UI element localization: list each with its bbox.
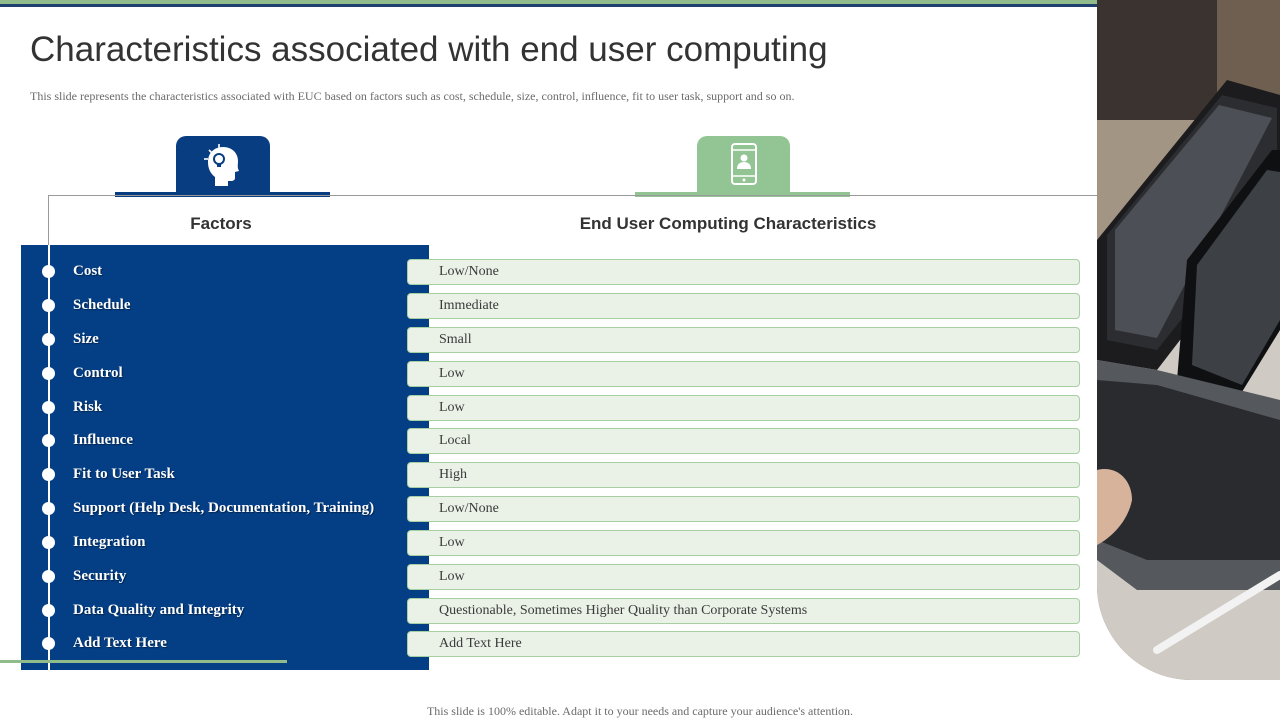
factor-label: Support (Help Desk, Documentation, Train… bbox=[73, 500, 375, 516]
characteristic-box: Small bbox=[407, 327, 1080, 353]
characteristic-text: Low bbox=[439, 400, 465, 415]
table-row: Integration Low bbox=[21, 530, 1081, 556]
table-row: Fit to User Task High bbox=[21, 462, 1081, 488]
mobile-user-icon bbox=[730, 143, 757, 185]
characteristic-text: Questionable, Sometimes Higher Quality t… bbox=[439, 603, 808, 618]
bullet-dot bbox=[42, 637, 55, 650]
characteristic-text: Local bbox=[439, 433, 471, 448]
table-row: Support (Help Desk, Documentation, Train… bbox=[21, 496, 1081, 522]
characteristic-box: Add Text Here bbox=[407, 631, 1080, 657]
characteristic-text: Add Text Here bbox=[439, 636, 522, 651]
characteristic-text: Low/None bbox=[439, 264, 499, 279]
laptop-photo bbox=[1097, 0, 1280, 680]
factor-label: Cost bbox=[73, 263, 103, 279]
characteristic-box: Immediate bbox=[407, 293, 1080, 319]
bullet-dot bbox=[42, 265, 55, 278]
page-title: Characteristics associated with end user… bbox=[30, 30, 828, 69]
factors-header: Factors bbox=[190, 214, 252, 233]
factor-label: Risk bbox=[73, 399, 103, 415]
factor-label: Add Text Here bbox=[73, 635, 167, 651]
factor-label: Integration bbox=[73, 534, 146, 550]
factors-tab-underline bbox=[115, 192, 330, 197]
characteristic-text: Low bbox=[439, 569, 465, 584]
header-divider-line bbox=[48, 195, 1097, 196]
characteristic-text: Low bbox=[439, 535, 465, 550]
factor-label: Schedule bbox=[73, 297, 131, 313]
characteristic-box: Low bbox=[407, 530, 1080, 556]
bullet-dot bbox=[42, 333, 55, 346]
factor-label: Fit to User Task bbox=[73, 466, 175, 482]
bullet-dot bbox=[42, 468, 55, 481]
characteristic-box: Questionable, Sometimes Higher Quality t… bbox=[407, 598, 1080, 624]
factor-label: Control bbox=[73, 365, 123, 381]
characteristic-text: High bbox=[439, 467, 467, 482]
bottom-accent-line bbox=[0, 660, 287, 663]
characteristic-text: Low bbox=[439, 366, 465, 381]
characteristics-tab bbox=[697, 136, 790, 192]
characteristic-box: Low bbox=[407, 395, 1080, 421]
timeline-line bbox=[48, 245, 50, 670]
bullet-dot bbox=[42, 570, 55, 583]
factor-label: Size bbox=[73, 331, 99, 347]
characteristic-box: Local bbox=[407, 428, 1080, 454]
bullet-dot bbox=[42, 536, 55, 549]
factor-label: Influence bbox=[73, 432, 133, 448]
characteristic-box: Low/None bbox=[407, 496, 1080, 522]
factor-label: Data Quality and Integrity bbox=[73, 602, 245, 618]
factors-tab bbox=[176, 136, 270, 192]
top-accent-bar-green bbox=[0, 0, 1097, 4]
top-accent-bar-navy bbox=[0, 4, 1097, 7]
bullet-dot bbox=[42, 367, 55, 380]
characteristic-text: Small bbox=[439, 332, 472, 347]
characteristic-box: Low/None bbox=[407, 259, 1080, 285]
bullet-dot bbox=[42, 502, 55, 515]
bullet-dot bbox=[42, 401, 55, 414]
table-row: Cost Low/None bbox=[21, 259, 1081, 285]
factors-panel bbox=[21, 245, 429, 670]
characteristic-box: Low bbox=[407, 361, 1080, 387]
characteristics-header: End User Computing Characteristics bbox=[579, 214, 877, 233]
table-row: Influence Local bbox=[21, 428, 1081, 454]
connector-line bbox=[48, 195, 49, 245]
characteristic-box: Low bbox=[407, 564, 1080, 590]
table-row: Data Quality and Integrity Questionable,… bbox=[21, 598, 1081, 624]
table-row: Size Small bbox=[21, 327, 1081, 353]
characteristic-box: High bbox=[407, 462, 1080, 488]
table-row: Schedule Immediate bbox=[21, 293, 1081, 319]
characteristic-text: Low/None bbox=[439, 501, 499, 516]
bullet-dot bbox=[42, 434, 55, 447]
factor-label: Security bbox=[73, 568, 127, 584]
table-row: Add Text Here Add Text Here bbox=[21, 631, 1081, 657]
table-row: Risk Low bbox=[21, 395, 1081, 421]
table-row: Security Low bbox=[21, 564, 1081, 590]
table-row: Control Low bbox=[21, 361, 1081, 387]
page-subtitle: This slide represents the characteristic… bbox=[30, 89, 795, 103]
bullet-dot bbox=[42, 604, 55, 617]
characteristics-tab-underline bbox=[635, 192, 850, 197]
bullet-dot bbox=[42, 299, 55, 312]
footer-note: This slide is 100% editable. Adapt it to… bbox=[426, 704, 854, 718]
head-lightbulb-icon bbox=[204, 144, 239, 186]
characteristic-text: Immediate bbox=[439, 298, 499, 313]
